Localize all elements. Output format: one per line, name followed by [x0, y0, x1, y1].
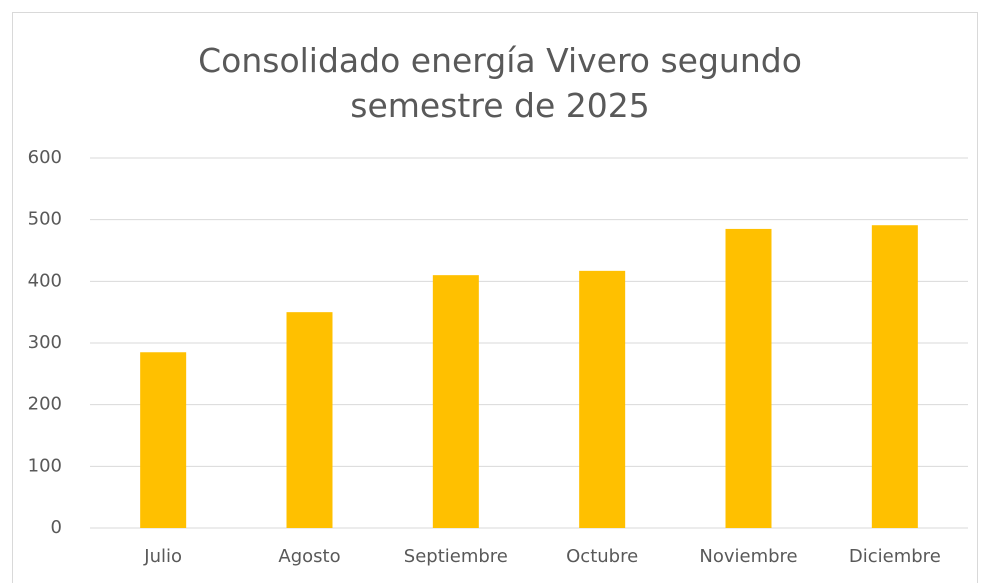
chart-frame — [12, 12, 978, 583]
y-tick-label: 500 — [28, 209, 62, 230]
y-tick-label: 100 — [28, 455, 62, 476]
bar — [432, 275, 479, 528]
x-tick-label: Noviembre — [699, 546, 797, 567]
y-tick-label: 600 — [28, 147, 62, 168]
x-tick-label: Julio — [143, 546, 182, 567]
y-tick-label: 400 — [28, 270, 62, 291]
bar — [140, 352, 187, 528]
y-tick-label: 200 — [28, 394, 62, 415]
x-tick-label: Octubre — [566, 546, 638, 567]
x-tick-label: Agosto — [278, 546, 340, 567]
chart-title: Consolidado energía Vivero segundo semes… — [198, 41, 802, 125]
x-tick-label: Diciembre — [849, 546, 941, 567]
bar — [871, 225, 918, 528]
bar — [579, 270, 626, 528]
x-tick-label: Septiembre — [404, 546, 508, 567]
y-tick-label: 300 — [28, 332, 62, 353]
bar — [286, 312, 333, 528]
y-tick-label: 0 — [51, 517, 62, 538]
bar — [725, 228, 772, 528]
